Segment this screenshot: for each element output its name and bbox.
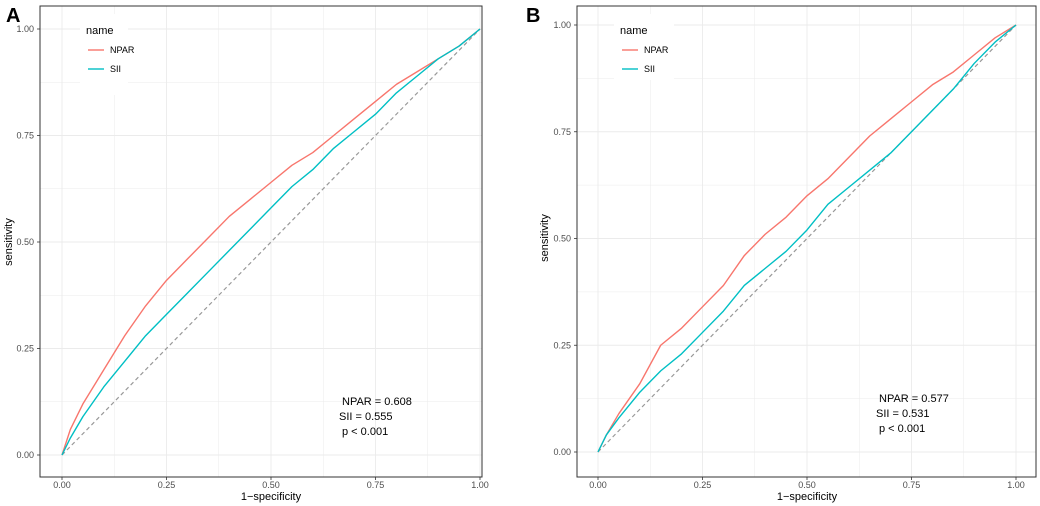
y-tick-label: 0.25 <box>553 340 571 350</box>
y-tick-label: 0.50 <box>16 237 34 247</box>
panel-label: A <box>6 5 20 27</box>
annotation-line: p < 0.001 <box>879 423 925 435</box>
reference-diagonal <box>61 28 481 456</box>
x-tick-label: 0.50 <box>262 480 280 490</box>
panel-border <box>576 5 1037 478</box>
annotation-line: SII = 0.531 <box>876 408 930 420</box>
legend-label-sii: SII <box>110 64 121 74</box>
annotation-line: NPAR = 0.577 <box>879 393 949 405</box>
x-tick-label: 0.75 <box>903 480 921 490</box>
auc-annotation: NPAR = 0.608 SII = 0.555 p < 0.001 <box>339 396 412 438</box>
x-tick-label: 0.25 <box>158 480 176 490</box>
y-tick-label: 0.00 <box>16 450 34 460</box>
y-tick-label: 1.00 <box>16 24 34 34</box>
legend-label-npar: NPAR <box>110 45 135 55</box>
annotation-line: p < 0.001 <box>342 426 388 438</box>
y-tick-label: 0.75 <box>16 131 34 141</box>
y-tick-label: 0.75 <box>553 127 571 137</box>
annotation-line: SII = 0.555 <box>339 411 393 423</box>
panel-label: B <box>526 5 540 27</box>
x-tick-label: 0.75 <box>367 480 385 490</box>
roc-line-sii <box>61 28 481 456</box>
x-tick-label: 0.00 <box>589 480 607 490</box>
legend: name NPAR SII <box>614 14 674 80</box>
x-tick-label: 1.00 <box>1007 480 1025 490</box>
x-axis-title: 1−specificity <box>777 491 838 503</box>
y-tick-label: 0.50 <box>553 234 571 244</box>
roc-line-sii <box>597 24 1017 453</box>
x-tick-label: 0.50 <box>798 480 816 490</box>
panel-border <box>39 5 483 478</box>
x-tick-label: 0.25 <box>694 480 712 490</box>
panel-b: B 0.00 0.25 0.50 0.75 1.00 0.00 0.25 0.50 0.75 1.0… <box>526 5 1037 503</box>
auc-annotation: NPAR = 0.577 SII = 0.531 p < 0.001 <box>876 393 949 435</box>
legend-label-sii: SII <box>644 64 655 74</box>
y-tick-label: 0.00 <box>553 447 571 457</box>
panel-a: A 0.00 0.25 0.50 0.75 1.00 0.00 0.25 0.50 0.75 1.0… <box>3 5 489 503</box>
legend-background <box>80 14 128 95</box>
roc-line-npar <box>61 28 481 456</box>
legend-title: name <box>620 25 648 37</box>
legend-title: name <box>86 25 114 37</box>
roc-line-npar <box>597 24 1017 453</box>
y-axis-title: sensitivity <box>539 214 551 262</box>
y-tick-label: 0.25 <box>16 344 34 354</box>
y-axis-title: sensitivity <box>3 218 15 266</box>
x-tick-label: 0.00 <box>53 480 71 490</box>
y-tick-label: 1.00 <box>553 20 571 30</box>
x-tick-label: 1.00 <box>471 480 489 490</box>
annotation-line: NPAR = 0.608 <box>342 396 412 408</box>
legend-label-npar: NPAR <box>644 45 669 55</box>
legend: name NPAR SII <box>80 14 135 95</box>
x-axis-title: 1−specificity <box>241 491 302 503</box>
